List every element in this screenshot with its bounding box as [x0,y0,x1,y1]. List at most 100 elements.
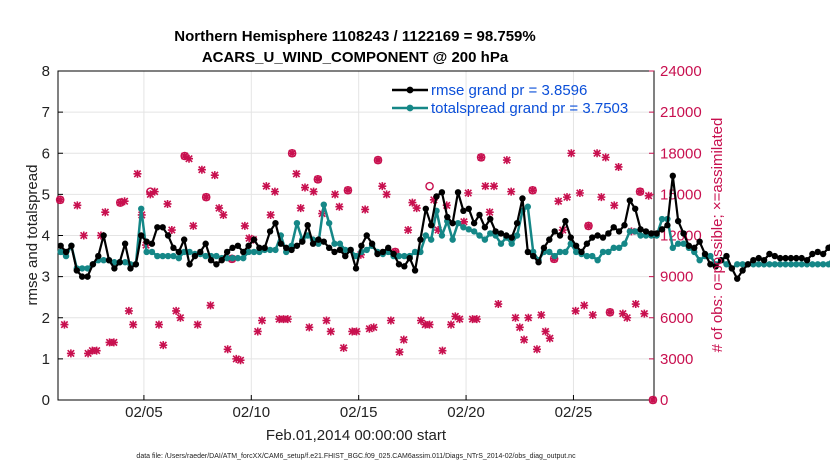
legend-spread-marker [406,104,414,112]
rmse-point [288,246,295,254]
rmse-point [374,250,381,258]
totalspread-point [599,248,607,256]
rmse-point [739,267,746,274]
obs-assimilated-point [395,348,404,357]
rmse-point [723,252,730,260]
obs-assimilated-point [197,165,206,174]
totalspread-point [336,240,344,247]
rmse-point [390,250,397,258]
totalspread-point [621,240,628,247]
totalspread-point [487,230,494,237]
totalspread-point [138,205,145,212]
rmse-point [551,228,558,235]
totalspread-point [567,240,574,247]
tick-label-right: 0 [660,392,668,409]
rmse-point [240,248,247,256]
rmse-point [793,254,800,262]
rmse-point [164,232,172,239]
rmse-point [529,252,537,260]
rmse-point [476,211,483,219]
rmse-point [444,213,451,221]
totalspread-point [707,252,714,260]
totalspread-point [497,240,505,247]
rmse-point [701,250,709,258]
totalspread-point [111,259,118,266]
totalspread-point [669,244,676,252]
totalspread-point [325,219,333,227]
tick-label-left: 7 [42,104,50,121]
rmse-point [342,252,349,260]
tick-label-right: 21000 [660,104,702,121]
totalspread-point [739,261,746,268]
obs-assimilated-point [481,182,490,191]
rmse-point [352,265,360,272]
totalspread-point [513,232,521,239]
obs-assimilated-point [545,334,554,343]
totalspread-point [240,254,247,262]
totalspread-point [470,228,478,235]
rmse-point [460,207,467,215]
x-axis-label: Feb.01,2014 00:00:00 start [266,427,447,444]
rmse-point [347,246,354,254]
totalspread-point [583,252,591,260]
rmse-point [508,234,515,241]
chart-title-line1: Northern Hemisphere 1108243 / 1122169 = … [174,28,536,45]
totalspread-point [508,240,515,247]
totalspread-point [395,252,403,260]
rmse-point [637,226,644,233]
obs-assimilated-point [253,327,262,336]
totalspread-point [476,232,483,239]
totalspread-point [154,252,161,260]
totalspread-point [615,244,623,252]
rmse-series [57,172,830,282]
totalspread-point [524,203,532,210]
rmse-point [599,234,607,241]
totalspread-point [427,236,435,243]
totalspread-point [787,261,795,268]
rmse-point [680,230,687,237]
obs-assimilated-point [245,234,254,243]
obs-assimilated-point [468,315,477,324]
rmse-point [207,256,215,264]
tick-label-x: 02/25 [555,404,593,421]
obs-assimilated-point [361,205,370,214]
obs-assimilated-point [434,226,443,235]
obs-assimilated-point [601,153,610,162]
rmse-point [229,244,236,252]
obs-assimilated-point [640,309,649,318]
totalspread-point [658,215,666,223]
rmse-point [89,261,97,268]
rmse-point [304,222,311,229]
obs-assimilated-point [206,301,215,310]
obs-assimilated-point [240,221,249,230]
rmse-point [535,259,542,266]
rmse-point [277,240,285,247]
rmse-point [261,244,268,252]
rmse-point [744,261,752,268]
rmse-point [578,248,585,256]
left-axis-ticks: 0 1 2 3 4 5 6 7 8 [42,63,63,409]
obs-assimilated-point [88,346,97,355]
rmse-point [513,219,521,227]
rmse-point [191,252,199,260]
totalspread-point [213,252,220,260]
tick-label-left: 4 [42,228,50,245]
obs-assimilated-point [326,327,335,336]
obs-assimilated-point [105,338,114,347]
obs-assimilated-point [210,171,219,180]
totalspread-point [626,228,634,235]
obs-assimilated-point [489,182,498,191]
rmse-point [562,217,569,225]
obs-possible-point [201,192,211,202]
rmse-point [519,195,526,202]
rmse-point [497,230,505,237]
tick-label-left: 3 [42,269,50,286]
rmse-point [674,217,682,225]
totalspread-point [793,261,800,268]
obs-assimilated-point [399,335,408,344]
rmse-point [685,242,693,249]
rmse-point [825,244,830,252]
obs-assimilated-point [309,187,318,196]
obs-possible-point [313,174,323,184]
totalspread-point [342,246,349,254]
